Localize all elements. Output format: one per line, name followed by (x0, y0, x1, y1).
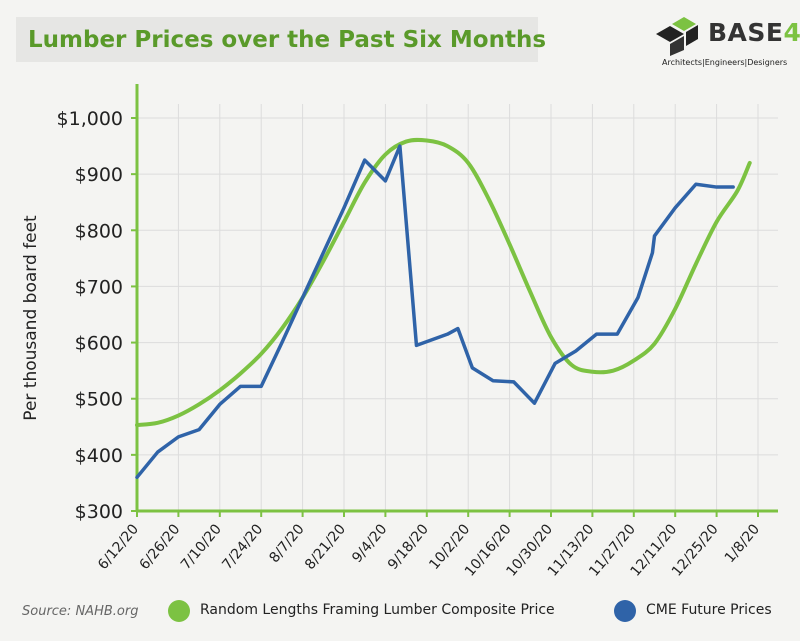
tick-labels: $300 $400 $500 $600 $700 $800 $900 $1,000 6/12/2… (57, 108, 764, 580)
x-tick-label: 7/24/20 (219, 521, 266, 573)
series-line-composite (135, 137, 752, 428)
y-tick-label: $1,000 (57, 108, 123, 130)
logo-wordmark: BASE4 (708, 18, 800, 47)
x-tick-label: 8/7/20 (266, 521, 307, 566)
y-tick-label: $800 (75, 220, 123, 242)
x-tick-label: 9/18/20 (385, 521, 432, 573)
y-tick-label: $600 (75, 333, 123, 355)
cube-logo-icon (656, 17, 698, 56)
series-lines (135, 137, 752, 480)
axes (131, 84, 778, 517)
x-tick-label: 6/12/20 (95, 521, 142, 573)
y-tick-label: $900 (75, 164, 123, 186)
base4-logo: BASE4 Architects|Engineers|Designers (650, 14, 800, 72)
legend-swatch-composite (168, 600, 190, 622)
legend-label-cme: CME Future Prices (646, 602, 772, 618)
chart-title: Lumber Prices over the Past Six Months (28, 26, 547, 53)
line-chart: $300 $400 $500 $600 $700 $800 $900 $1,000 6/12/2… (21, 84, 778, 580)
y-tick-label: $400 (75, 445, 123, 467)
source-note: Source: NAHB.org (22, 604, 139, 619)
x-tick-label: 6/26/20 (137, 521, 184, 573)
legend-label-composite: Random Lengths Framing Lumber Composite … (200, 602, 555, 618)
y-tick-label: $300 (75, 501, 123, 523)
series-line-cme (135, 144, 735, 480)
grid (136, 104, 778, 511)
y-tick-label: $700 (75, 276, 123, 298)
chart-footer: Source: NAHB.org Random Lengths Framing … (0, 588, 800, 641)
logo-word: BASE (708, 18, 784, 47)
x-tick-label: 8/21/20 (302, 521, 349, 573)
x-tick-label: 9/4/20 (349, 521, 390, 566)
x-tick-label: 7/10/20 (178, 521, 225, 573)
logo-number: 4 (783, 18, 800, 47)
legend-swatch-cme (614, 600, 636, 622)
chart-title-box: Lumber Prices over the Past Six Months (16, 17, 546, 62)
y-tick-label: $500 (75, 389, 123, 411)
x-tick-label: 1/8/20 (722, 521, 763, 566)
y-axis-label: Per thousand board feet (21, 215, 41, 421)
logo-tagline: Architects|Engineers|Designers (662, 58, 788, 67)
